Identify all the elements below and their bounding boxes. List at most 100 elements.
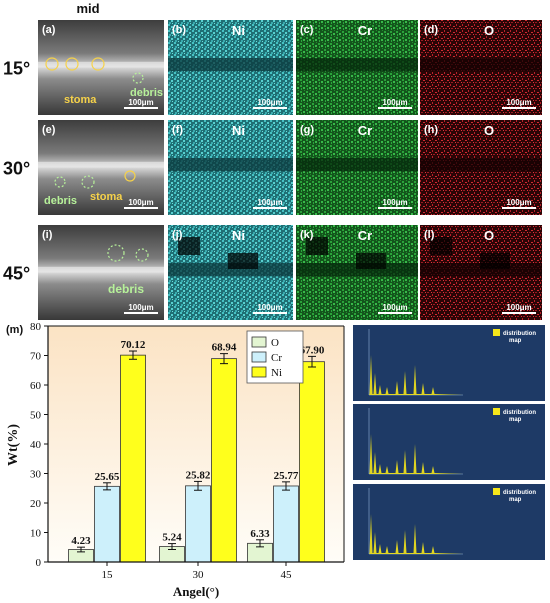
bar-ni [299,361,325,563]
spectrum-legend-text: map [509,338,522,344]
depletion-band [420,263,542,277]
x-axis-label: Angel(°) [173,584,219,599]
scale-bar-label: 100μm [506,98,531,107]
value-label: 6.33 [250,528,270,540]
debris-marker [135,248,149,262]
legend-entry: Ni [271,367,282,379]
element-map-grid: 15° (a) 100μm (b) Ni 100μm (c) Cr 100μm (d) O 100μm… [3,20,542,320]
sem-annotation: stoma [64,94,97,106]
element-label: Cr [358,123,372,138]
sem-annotation: debris [108,282,144,296]
scale-bar-label: 100μm [128,98,153,107]
depletion-band [296,58,418,72]
spectrum-legend-text: distribution [503,331,536,337]
spectrum-legend-text: map [509,417,522,423]
x-tick-label: 15 [102,569,114,581]
panel-label: (g) [300,124,314,136]
spectrum-legend-swatch [493,329,500,336]
value-label: 4.23 [71,535,91,547]
panel-label: (d) [424,24,438,36]
spectrum-panel [353,484,545,560]
depletion-band [168,58,293,72]
bar-ni [120,354,146,563]
y-tick-label: 70 [30,351,42,363]
panel-label: (b) [172,24,186,36]
chart-panel-label: (m) [6,324,23,336]
scale-bar-label: 100μm [257,98,282,107]
angle-label: 45° [3,264,30,284]
sem-annotation: debris [44,195,77,207]
scale-bar-label: 100μm [257,198,282,207]
element-label: Cr [358,23,372,38]
x-tick-label: 30 [193,569,205,581]
scale-bar-label: 100μm [382,303,407,312]
spectrum-trace [369,355,463,395]
dark-region [430,237,452,255]
scale-bar-label: 100μm [128,198,153,207]
depletion-band [168,263,293,277]
debris-marker [107,244,125,262]
x-tick-label: 45 [281,569,293,581]
sem-annotation: debris [130,87,163,99]
element-label: Cr [358,228,372,243]
legend-swatch [251,351,267,363]
spectrum-panel [353,404,545,480]
spectrum-panel [353,325,545,401]
wear-track [38,161,164,168]
element-label: O [484,123,494,138]
legend-swatch [251,336,267,348]
element-label: O [484,23,494,38]
scale-bar-label: 100μm [257,303,282,312]
wear-track [38,266,164,273]
angle-label: 30° [3,159,30,179]
panel-label: (k) [300,229,314,241]
bar-cr [185,485,211,563]
bar-cr [94,485,120,563]
scale-bar-label: 100μm [382,98,407,107]
scale-bar-label: 100μm [382,198,407,207]
dark-region [178,237,200,255]
y-tick-label: 10 [30,528,42,540]
scale-bar-label: 100μm [128,303,153,312]
spectrum-trace [369,434,463,474]
wear-track [38,61,164,68]
scale-bar-label: 100μm [506,303,531,312]
element-label: Ni [232,228,245,243]
y-tick-label: 50 [30,410,42,422]
stoma-marker [65,57,79,71]
dark-region [228,253,258,269]
panel-label: (h) [424,124,438,136]
bar-chart: 0 10 20 30 40 50 60 70 80 15 4.23 25.65 70.12 30 5.24 2… [30,321,345,581]
legend-swatch [251,366,267,378]
panel-label: (c) [300,24,314,36]
y-tick-label: 0 [36,557,42,569]
dark-region [480,253,510,269]
depletion-band [168,158,293,172]
dark-region [306,237,328,255]
panel-label: (e) [42,124,56,136]
depletion-band [420,158,542,172]
stoma-marker [45,57,59,71]
y-tick-label: 30 [30,469,42,481]
spectrum-legend-swatch [493,408,500,415]
element-label: O [484,228,494,243]
value-label: 67.90 [300,344,325,356]
stoma-marker [124,170,136,182]
spectrum-legend-swatch [493,488,500,495]
y-tick-label: 40 [30,439,42,451]
debris-marker [81,175,95,189]
value-label: 25.77 [274,470,299,482]
panel-label: (a) [42,24,56,36]
depletion-band [296,158,418,172]
column-label: mid [76,1,99,16]
value-label: 68.94 [212,342,237,354]
scale-bar-label: 100μm [506,198,531,207]
bar-cr [273,485,299,563]
panel-label: (f) [172,124,183,136]
debris-marker [54,176,66,188]
value-label: 25.82 [186,469,211,481]
legend-entry: O [271,337,279,349]
element-label: Ni [232,23,245,38]
y-axis-label: Wt(%) [6,424,21,466]
